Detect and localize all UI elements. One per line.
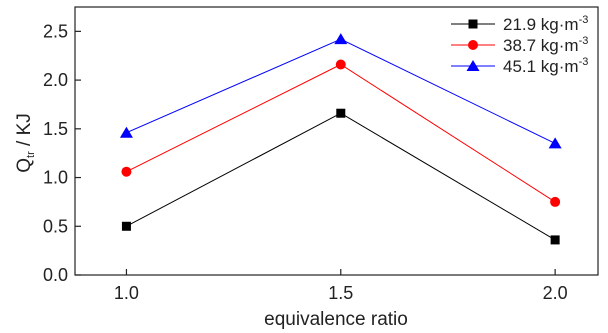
data-point <box>121 166 132 177</box>
y-tick-label: 1.5 <box>43 119 68 139</box>
data-point <box>548 137 562 149</box>
legend-label-text: 21.9 kg·m <box>503 15 579 34</box>
plot-area-frame <box>74 6 599 276</box>
x-tick-label: 1.5 <box>328 283 353 303</box>
y-axis-title: Qtr / KJ <box>14 113 37 173</box>
data-point <box>550 235 560 245</box>
legend-marker <box>468 19 478 29</box>
legend-label-superscript: -3 <box>579 14 589 26</box>
legend-label: 21.9 kg·m-3 <box>503 14 588 34</box>
legend-marker <box>466 60 480 71</box>
legend-label: 45.1 kg·m-3 <box>503 56 588 76</box>
y-axis: 0.0 0.5 1.0 1.5 2.0 2.5 <box>43 21 81 285</box>
legend-label-superscript: -3 <box>579 56 589 68</box>
series-layer <box>119 33 562 245</box>
data-point <box>336 108 346 118</box>
x-axis: 1.0 1.5 2.0 <box>114 269 568 303</box>
y-tick-label: 2.0 <box>43 70 68 90</box>
data-point <box>334 33 348 45</box>
x-tick-label: 1.0 <box>114 283 139 303</box>
series-line <box>126 112 556 241</box>
data-point <box>119 126 133 138</box>
legend-box <box>442 9 596 75</box>
legend-marker <box>468 40 478 50</box>
legend-label-text: 38.7 kg·m <box>503 36 579 55</box>
y-axis-title-sub: tr <box>25 151 37 158</box>
legend-label-superscript: -3 <box>579 35 589 47</box>
data-point <box>121 221 131 231</box>
y-axis-title-suffix: / KJ <box>14 113 35 151</box>
y-tick-label: 0.5 <box>43 216 68 236</box>
x-axis-title: equivalence ratio <box>264 309 408 330</box>
legend-label: 38.7 kg·m-3 <box>503 35 588 55</box>
legend-label-text: 45.1 kg·m <box>503 57 579 76</box>
y-tick-label: 1.0 <box>43 168 68 188</box>
x-tick-label: 2.0 <box>543 283 568 303</box>
series-line <box>126 63 556 203</box>
data-point <box>550 196 561 207</box>
y-tick-label: 0.0 <box>43 265 68 285</box>
y-axis-title-base: Q <box>14 158 35 173</box>
data-point <box>335 59 346 70</box>
y-tick-label: 2.5 <box>43 21 68 41</box>
legend: 21.9 kg·m-338.7 kg·m-345.1 kg·m-3 <box>442 9 596 76</box>
